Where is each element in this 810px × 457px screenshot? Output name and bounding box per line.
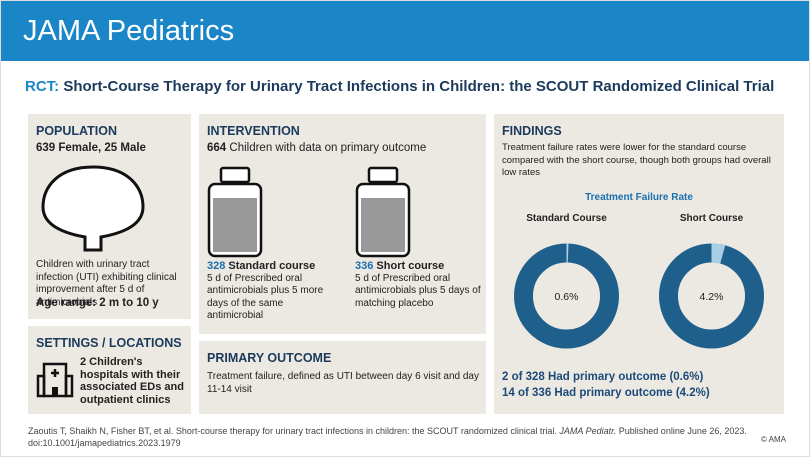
citation-published: Published online June 26, 2023. — [618, 426, 747, 436]
donut-chart: Treatment Failure Rate Standard Course 0.… — [514, 192, 764, 349]
counts: 639 Female, 25 Male — [36, 142, 146, 154]
outcome-text: Treatment failure, defined as UTI betwee… — [207, 371, 479, 395]
donut-label: Short Course — [680, 213, 744, 224]
arm: 336 Short course 5 d of Prescribed oral … — [355, 260, 483, 310]
total-text: Children with data on primary outcome — [229, 142, 427, 154]
result: 14 of 336 Had primary outcome (4.2%) — [502, 387, 710, 399]
arm-number: 328 — [207, 260, 226, 272]
age-range: Age range: 2 m to 10 y — [36, 297, 159, 309]
copyright: © AMA — [761, 435, 787, 444]
heading: FINDINGS — [502, 124, 562, 138]
citation-doi: doi:10.1001/jamapediatrics.2023.1979 — [28, 438, 181, 448]
header-bar: JAMA Pediatrics — [1, 1, 809, 61]
total-number: 664 — [207, 142, 227, 154]
title: RCT: Short-Course Therapy for Urinary Tr… — [25, 78, 774, 95]
citation-journal: JAMA Pediatr. — [559, 426, 617, 436]
donut-value: 4.2% — [700, 291, 724, 303]
heading: POPULATION — [36, 124, 118, 138]
citation: Zaoutis T, Shaikh N, Fisher BT, et al. S… — [28, 426, 557, 436]
bottles — [207, 166, 411, 258]
intervention-panel: INTERVENTION 664 Children with data on p… — [199, 114, 486, 334]
title-text: Short-Course Therapy for Urinary Tract I… — [63, 78, 775, 95]
heading: PRIMARY OUTCOME — [207, 351, 332, 365]
footer-citation: Zaoutis T, Shaikh N, Fisher BT, et al. S… — [28, 425, 748, 449]
summary: Treatment failure rates were lower for t… — [502, 142, 771, 178]
results: 2 of 328 Had primary outcome (0.6%) 14 o… — [502, 369, 710, 401]
bottle-icon — [207, 166, 263, 258]
settings-panel: SETTINGS / LOCATIONS 2 Children's hospit… — [28, 326, 191, 414]
arm: 328 Standard course 5 d of Prescribed or… — [207, 260, 337, 323]
findings-panel: FINDINGS Treatment failure rates were lo… — [494, 114, 784, 414]
bottle-icon — [355, 166, 411, 258]
bladder-icon — [41, 165, 145, 252]
hospital-icon — [36, 362, 74, 398]
heading: SETTINGS / LOCATIONS — [36, 336, 182, 350]
population-panel: POPULATION 639 Female, 25 Male Children … — [28, 114, 191, 319]
outcome-panel: PRIMARY OUTCOME Treatment failure, defin… — [199, 341, 486, 414]
title-prefix: RCT: — [25, 78, 60, 95]
arm-name: Standard course — [228, 260, 316, 272]
result: 2 of 328 Had primary outcome (0.6%) — [502, 371, 704, 383]
donut-label: Standard Course — [526, 213, 607, 224]
heading: INTERVENTION — [207, 124, 300, 138]
arm-description: 5 d of Prescribed oral antimicrobials pl… — [355, 272, 481, 309]
arm-number: 336 — [355, 260, 374, 272]
description: Children with urinary tract infection (U… — [36, 259, 177, 308]
arm-name: Short course — [376, 260, 445, 272]
journal-name: JAMA Pediatrics — [23, 15, 235, 47]
arm-description: 5 d of Prescribed oral antimicrobials pl… — [207, 272, 324, 322]
donut-segment — [711, 243, 726, 264]
settings-text: 2 Children's hospitals with their associ… — [80, 356, 184, 406]
donut-value: 0.6% — [555, 291, 579, 303]
total: 664 Children with data on primary outcom… — [207, 142, 426, 154]
chart-title: Treatment Failure Rate — [585, 192, 693, 203]
